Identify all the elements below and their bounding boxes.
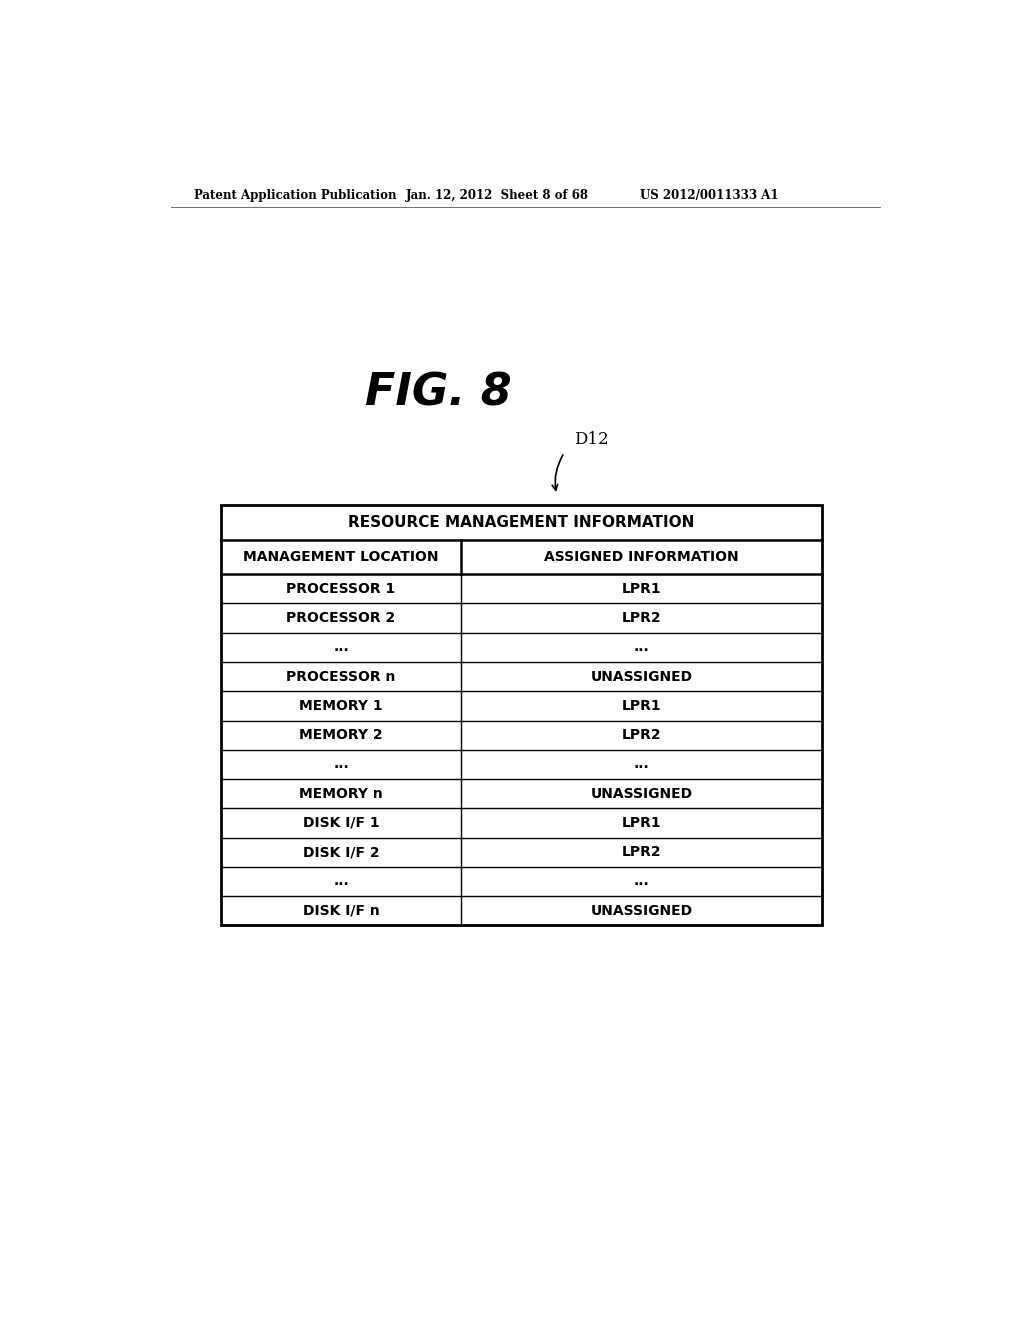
Text: ...: ... [634, 758, 649, 771]
Text: D12: D12 [573, 430, 608, 447]
Text: LPR1: LPR1 [622, 582, 662, 595]
Text: LPR1: LPR1 [622, 698, 662, 713]
Text: DISK I/F n: DISK I/F n [303, 904, 380, 917]
Text: LPR2: LPR2 [622, 611, 662, 626]
Text: ...: ... [333, 874, 349, 888]
Text: DISK I/F 1: DISK I/F 1 [303, 816, 380, 830]
Text: ASSIGNED INFORMATION: ASSIGNED INFORMATION [544, 550, 738, 564]
Text: LPR2: LPR2 [622, 845, 662, 859]
Text: PROCESSOR n: PROCESSOR n [287, 669, 396, 684]
Text: MEMORY 2: MEMORY 2 [299, 729, 383, 742]
Text: LPR2: LPR2 [622, 729, 662, 742]
Text: UNASSIGNED: UNASSIGNED [591, 669, 692, 684]
Text: ...: ... [333, 640, 349, 655]
Text: DISK I/F 2: DISK I/F 2 [303, 845, 380, 859]
Text: Patent Application Publication: Patent Application Publication [194, 189, 396, 202]
Text: Jan. 12, 2012  Sheet 8 of 68: Jan. 12, 2012 Sheet 8 of 68 [406, 189, 589, 202]
Bar [221, 506, 821, 925]
Text: PROCESSOR 2: PROCESSOR 2 [287, 611, 395, 626]
Text: LPR1: LPR1 [622, 816, 662, 830]
Text: MANAGEMENT LOCATION: MANAGEMENT LOCATION [244, 550, 439, 564]
Text: ...: ... [333, 758, 349, 771]
Text: UNASSIGNED: UNASSIGNED [591, 787, 692, 801]
Text: PROCESSOR 1: PROCESSOR 1 [287, 582, 395, 595]
Text: ...: ... [634, 874, 649, 888]
Text: UNASSIGNED: UNASSIGNED [591, 904, 692, 917]
Text: FIG. 8: FIG. 8 [365, 372, 511, 414]
Text: MEMORY 1: MEMORY 1 [299, 698, 383, 713]
Text: ...: ... [634, 640, 649, 655]
Text: MEMORY n: MEMORY n [299, 787, 383, 801]
Text: RESOURCE MANAGEMENT INFORMATION: RESOURCE MANAGEMENT INFORMATION [348, 515, 694, 531]
Text: US 2012/0011333 A1: US 2012/0011333 A1 [640, 189, 778, 202]
